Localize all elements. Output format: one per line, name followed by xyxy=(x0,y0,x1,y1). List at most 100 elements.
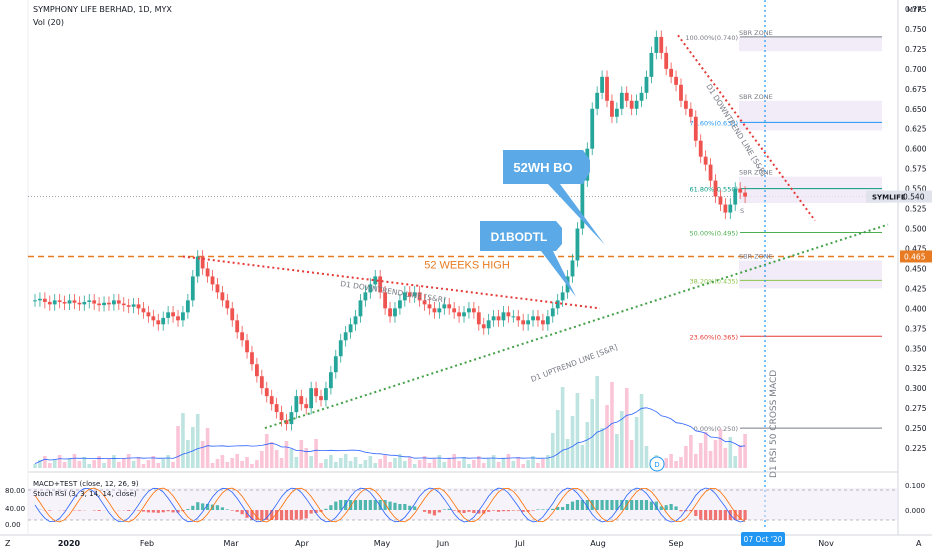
callout-52wh-bubble xyxy=(503,150,605,245)
macd-histogram-bar xyxy=(196,502,200,510)
macd-histogram-bar xyxy=(684,510,688,512)
macd-histogram-bar xyxy=(565,504,570,510)
candle-body xyxy=(427,304,432,309)
candle-body xyxy=(358,300,363,317)
volume-bar xyxy=(595,376,599,468)
volume-bar xyxy=(200,441,205,468)
y-tick-label: 0.375 xyxy=(905,324,927,333)
candle-body xyxy=(328,372,333,389)
volume-label: Vol (20) xyxy=(33,18,64,27)
volume-bar xyxy=(319,463,323,468)
candle-body xyxy=(491,316,496,321)
macd-histogram-bar xyxy=(329,505,333,510)
macd-histogram-bar xyxy=(408,505,412,510)
volume-bar xyxy=(161,459,166,468)
z-button-label: Z xyxy=(5,539,11,548)
fib-level-label: 50.00%(0.495) xyxy=(690,230,738,238)
macd-label: MACD+TEST (close, 12, 26, 9) xyxy=(33,480,139,488)
macd-histogram-bar xyxy=(358,500,363,510)
macd-histogram-bar xyxy=(575,500,580,510)
volume-bar xyxy=(684,446,688,468)
callout-d1-text: D1BODTL xyxy=(491,230,548,244)
macd-histogram-bar xyxy=(304,510,308,519)
macd-histogram-bar xyxy=(536,509,540,510)
candle-body xyxy=(402,292,407,301)
macd-histogram-bar xyxy=(492,510,496,511)
volume-bar xyxy=(447,458,452,468)
candle-body xyxy=(516,316,521,321)
macd-histogram-bar xyxy=(708,510,713,520)
volume-bar xyxy=(260,451,264,468)
macd-histogram-bar xyxy=(718,510,723,520)
x-tick-label: Nov xyxy=(818,539,834,548)
candle-body xyxy=(545,316,550,325)
x-tick-label: Sep xyxy=(668,539,683,548)
candle-body xyxy=(324,388,328,401)
macd-histogram-bar xyxy=(348,500,353,510)
candle-body xyxy=(111,300,116,305)
candle-body xyxy=(412,292,417,297)
candle-body xyxy=(373,276,378,285)
volume-bar xyxy=(398,454,402,468)
volume-bar xyxy=(62,462,67,468)
volume-bar xyxy=(57,455,62,468)
volume-bar xyxy=(407,457,412,468)
volume-bar xyxy=(166,455,170,468)
candle-body xyxy=(121,303,126,306)
volume-bar xyxy=(269,442,274,468)
uptrend-line-main xyxy=(264,223,889,430)
macd-histogram-bar xyxy=(704,510,708,520)
candle-body xyxy=(299,396,304,405)
macd-histogram-bar xyxy=(171,510,175,513)
volume-bar xyxy=(590,399,595,468)
candle-body xyxy=(703,156,708,165)
volume-bar xyxy=(363,460,368,468)
candle-body xyxy=(457,312,461,317)
volume-bar xyxy=(383,455,387,468)
volume-bar xyxy=(452,454,456,468)
sbr-zone-label: SBR ZONE xyxy=(739,93,773,101)
macd-histogram-bar xyxy=(309,510,313,514)
macd-histogram-bar xyxy=(654,501,658,510)
volume-bar xyxy=(299,440,304,468)
candle-body xyxy=(481,324,486,329)
macd-histogram-bar xyxy=(467,510,471,512)
volume-bar xyxy=(171,462,175,468)
candle-body xyxy=(171,312,175,317)
volume-bar xyxy=(693,454,698,468)
y-tick-label: 0.600 xyxy=(905,145,927,154)
candle-body xyxy=(314,388,318,397)
oscillator-band xyxy=(28,488,898,520)
volume-bar xyxy=(412,464,417,468)
macd-histogram-bar xyxy=(403,504,407,510)
volume-bar xyxy=(491,455,496,468)
volume-bar xyxy=(294,457,299,468)
date-marker-tag xyxy=(741,532,785,546)
volume-bar xyxy=(728,437,733,468)
downtrend-line-main xyxy=(182,255,601,310)
candle-body xyxy=(67,300,72,304)
candle-body xyxy=(664,52,669,69)
volume-bar xyxy=(67,458,72,468)
candle-body xyxy=(348,324,353,333)
macd-histogram-bar xyxy=(526,510,530,512)
volume-bar xyxy=(38,460,42,468)
volume-bar xyxy=(718,429,723,468)
volume-bar xyxy=(600,428,604,468)
volume-bar xyxy=(639,394,644,468)
candle-body xyxy=(713,180,718,197)
macd-histogram-bar xyxy=(551,508,555,510)
y-tick-label: 0.725 xyxy=(905,45,927,54)
candle-body xyxy=(97,303,102,306)
volume-bar xyxy=(181,413,185,468)
volume-bar xyxy=(442,462,447,468)
macd-histogram-bar xyxy=(225,509,229,510)
macd-histogram-bar xyxy=(215,505,220,510)
macd-histogram-bar xyxy=(733,510,737,520)
candle-body xyxy=(38,298,42,301)
y-tick-label: 0.575 xyxy=(905,165,927,174)
sbr-zone-label: SBR ZONE xyxy=(739,29,773,37)
macd-histogram-bar xyxy=(413,506,417,510)
candle-body xyxy=(52,300,57,305)
volume-bar xyxy=(388,462,392,468)
